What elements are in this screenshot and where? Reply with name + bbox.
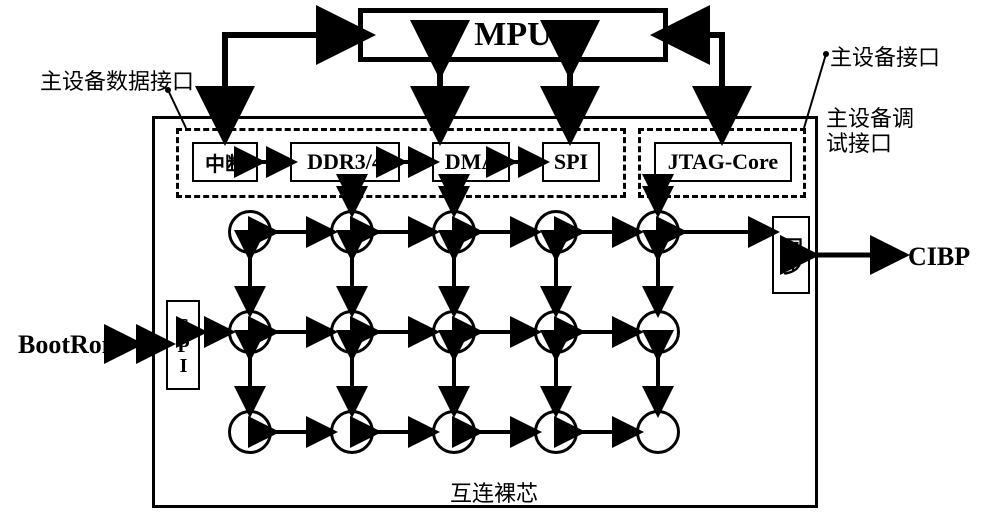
sync-block: 同步 (772, 216, 810, 294)
mpu-block: MPU (358, 8, 668, 62)
node-0-4 (636, 210, 680, 254)
ddr-block: DDR3/4 (290, 142, 400, 182)
mpu-label: MPU (474, 16, 551, 54)
node-0-2 (432, 210, 476, 254)
callout-data-interface: 主设备数据接口 (40, 64, 194, 96)
node-2-4 (636, 410, 680, 454)
node-0-3 (534, 210, 578, 254)
node-1-2 (432, 310, 476, 354)
node-2-0 (228, 410, 272, 454)
spi-left-block: SPI (166, 300, 200, 390)
node-1-1 (330, 310, 374, 354)
node-1-3 (534, 310, 578, 354)
cibp-label: CIBP (908, 242, 970, 272)
node-0-1 (330, 210, 374, 254)
bootrom-label: BootRom (18, 330, 123, 360)
interrupt-block: 中断 (192, 142, 258, 182)
jtag-block: JTAG-Core (654, 142, 792, 182)
callout-master-interface: 主设备接口 (830, 40, 940, 72)
spi-top-block: SPI (542, 142, 600, 182)
node-1-4 (636, 310, 680, 354)
chip-label: 互连裸芯 (450, 476, 538, 508)
node-2-1 (330, 410, 374, 454)
node-0-0 (228, 210, 272, 254)
dma-block: DMA (432, 142, 510, 182)
diagram-root: MPU 互连裸芯 中断 DDR3/4 DMA SPI JTAG-Core SPI… (0, 0, 1000, 524)
node-2-2 (432, 410, 476, 454)
node-1-0 (228, 310, 272, 354)
callout-debug-interface: 主设备调试接口 (826, 106, 922, 157)
node-2-3 (534, 410, 578, 454)
